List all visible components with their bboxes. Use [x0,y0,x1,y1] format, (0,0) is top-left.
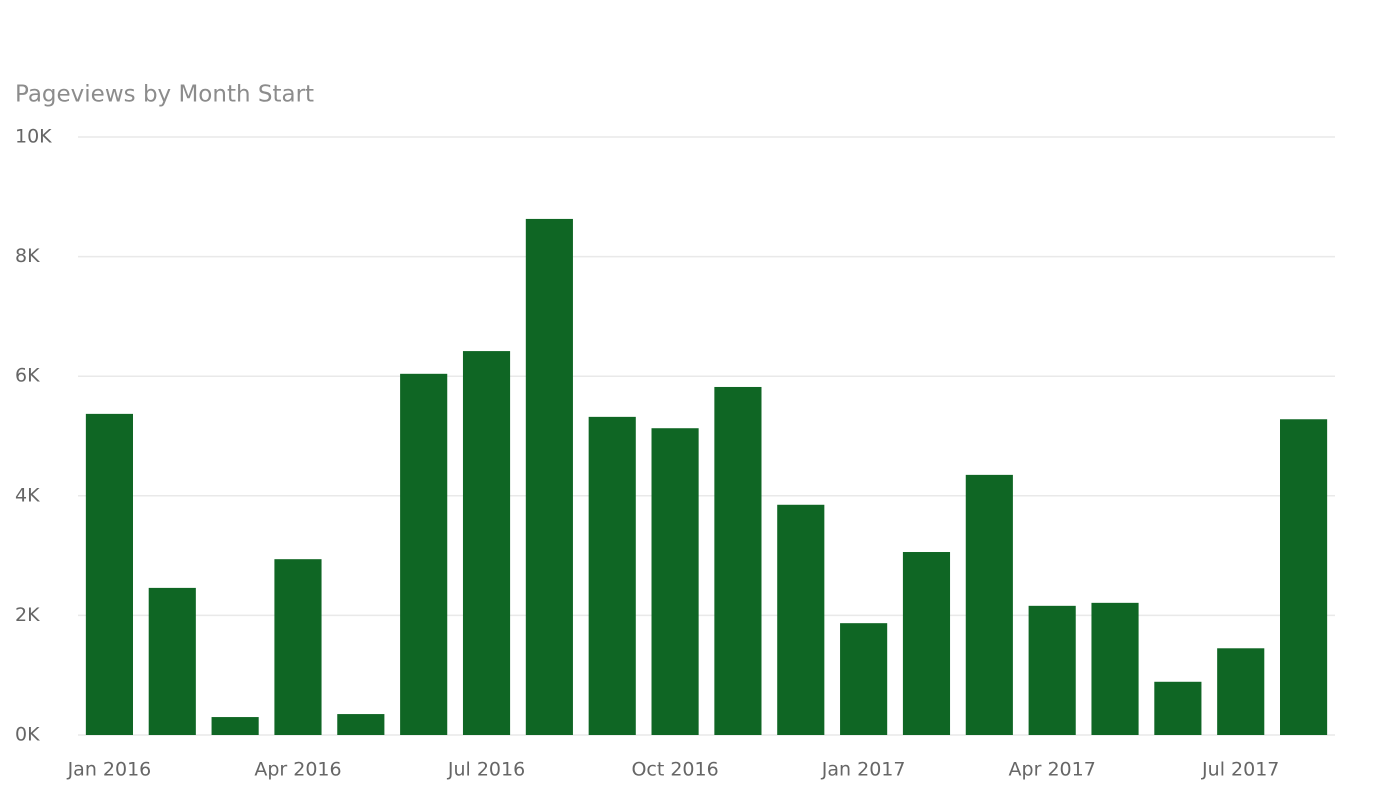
x-tick-label: Apr 2016 [254,759,341,781]
x-tick-label: Jul 2016 [447,759,525,781]
bar [714,386,762,735]
bar [148,587,196,735]
bar [1280,419,1328,735]
bar [462,351,511,735]
bar [965,474,1013,735]
y-tick-label: 6K [15,365,40,387]
y-tick-label: 0K [15,724,40,746]
bar [1091,602,1139,735]
y-tick-label: 4K [15,484,40,506]
y-tick-label: 8K [15,245,40,267]
bar [1028,605,1076,735]
bar [337,714,385,735]
bar [1217,648,1265,735]
y-tick-label: 2K [15,604,40,626]
x-tick-label: Jul 2017 [1201,759,1279,781]
bar [274,559,322,735]
bar [1154,681,1202,735]
bar [400,373,448,735]
y-tick-label: 10K [15,126,52,148]
chart-title: Pageviews by Month Start [15,82,314,108]
bar [85,413,133,735]
x-tick-label: Apr 2017 [1009,759,1096,781]
x-tick-label: Jan 2017 [821,759,906,781]
x-tick-label: Jan 2016 [67,759,152,781]
bar [525,218,573,735]
x-tick-label: Oct 2016 [631,759,718,781]
bar [211,717,259,735]
bar [651,428,699,735]
bar [588,416,636,735]
bar [840,623,888,735]
bar [777,504,825,735]
bar [902,552,951,735]
